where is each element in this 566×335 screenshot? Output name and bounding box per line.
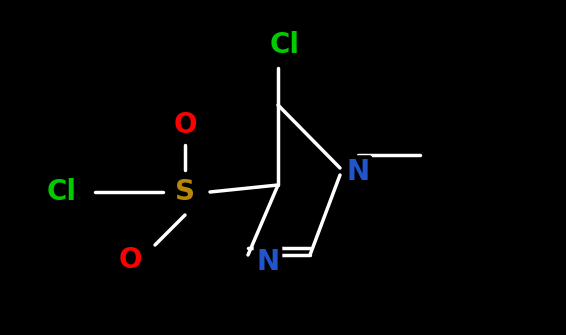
Text: Cl: Cl — [270, 31, 300, 59]
Text: N: N — [346, 158, 370, 186]
Text: O: O — [118, 246, 142, 274]
Text: N: N — [256, 248, 280, 276]
Text: S: S — [175, 178, 195, 206]
Text: Cl: Cl — [47, 178, 77, 206]
Text: O: O — [173, 111, 197, 139]
